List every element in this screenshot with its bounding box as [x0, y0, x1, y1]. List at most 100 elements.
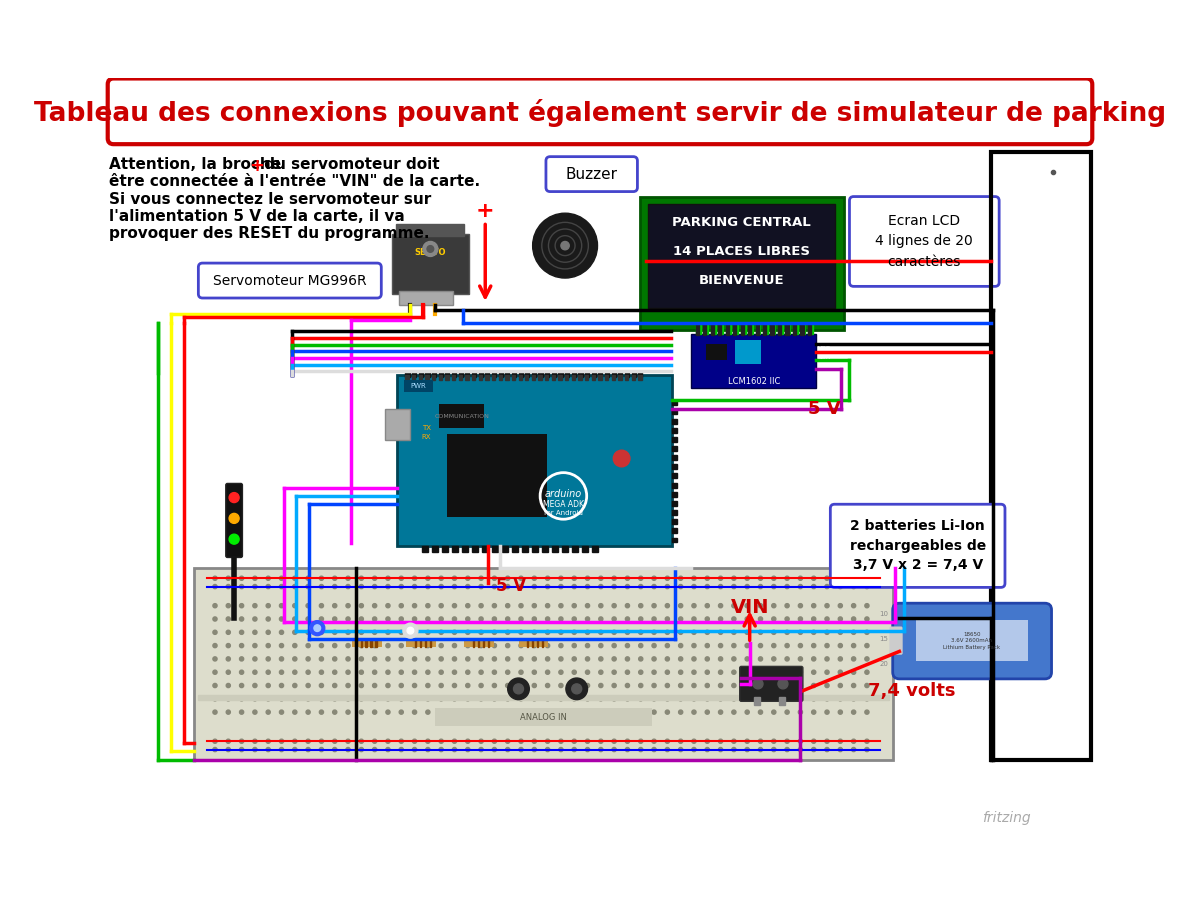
Circle shape — [572, 748, 576, 751]
Circle shape — [466, 576, 470, 580]
Bar — [612, 375, 614, 381]
Circle shape — [266, 644, 270, 647]
Circle shape — [240, 656, 244, 661]
Text: RX: RX — [421, 434, 431, 440]
Bar — [754, 697, 761, 705]
Circle shape — [227, 739, 230, 743]
Circle shape — [359, 739, 364, 743]
Circle shape — [824, 631, 829, 634]
Circle shape — [785, 604, 790, 608]
Circle shape — [852, 576, 856, 580]
FancyBboxPatch shape — [640, 196, 844, 329]
FancyBboxPatch shape — [850, 196, 1000, 287]
Circle shape — [319, 617, 324, 621]
Circle shape — [386, 683, 390, 688]
Circle shape — [240, 683, 244, 688]
FancyBboxPatch shape — [211, 589, 257, 614]
Circle shape — [798, 585, 803, 588]
Circle shape — [306, 585, 311, 588]
Circle shape — [227, 710, 230, 715]
Bar — [599, 372, 602, 377]
Text: TX: TX — [421, 425, 431, 431]
Circle shape — [572, 656, 576, 661]
Circle shape — [612, 631, 617, 634]
Circle shape — [214, 596, 226, 608]
Circle shape — [852, 748, 856, 751]
Circle shape — [665, 644, 670, 647]
Text: Attention, la broche: Attention, la broche — [109, 157, 287, 171]
Bar — [740, 324, 744, 335]
Circle shape — [692, 748, 696, 751]
Circle shape — [719, 748, 722, 751]
Circle shape — [505, 585, 510, 588]
FancyBboxPatch shape — [198, 263, 382, 298]
Circle shape — [625, 739, 630, 743]
Circle shape — [280, 739, 283, 743]
Bar — [478, 639, 480, 647]
Bar — [458, 372, 463, 377]
FancyBboxPatch shape — [734, 340, 761, 363]
Circle shape — [533, 617, 536, 621]
Circle shape — [227, 585, 230, 588]
Text: 14 PLACES LIBRES: 14 PLACES LIBRES — [673, 245, 810, 258]
Circle shape — [798, 710, 803, 715]
Bar — [710, 325, 715, 334]
Circle shape — [586, 697, 589, 701]
Circle shape — [332, 739, 337, 743]
Circle shape — [280, 576, 283, 580]
Circle shape — [638, 631, 643, 634]
Bar — [498, 375, 502, 381]
Circle shape — [865, 697, 869, 701]
Circle shape — [314, 625, 320, 632]
Circle shape — [372, 710, 377, 715]
Circle shape — [811, 710, 816, 715]
Bar — [445, 372, 450, 377]
Circle shape — [706, 739, 709, 743]
Bar — [218, 612, 222, 624]
Circle shape — [785, 748, 790, 751]
Circle shape — [452, 683, 456, 688]
Bar — [618, 372, 623, 377]
Bar — [672, 538, 677, 542]
Circle shape — [280, 697, 283, 701]
Circle shape — [758, 631, 762, 634]
Circle shape — [652, 683, 656, 688]
Circle shape — [706, 585, 709, 588]
Circle shape — [452, 656, 456, 661]
Circle shape — [865, 656, 869, 661]
Text: 5 V: 5 V — [808, 399, 840, 418]
Circle shape — [652, 644, 656, 647]
Circle shape — [559, 604, 563, 608]
Circle shape — [811, 576, 816, 580]
Bar — [786, 324, 788, 335]
Circle shape — [625, 604, 630, 608]
Text: SCL: SCL — [818, 363, 829, 368]
Circle shape — [413, 631, 416, 634]
Circle shape — [240, 670, 244, 674]
Circle shape — [413, 748, 416, 751]
Circle shape — [426, 748, 430, 751]
Bar — [638, 375, 642, 381]
Circle shape — [599, 585, 602, 588]
Circle shape — [652, 670, 656, 674]
Bar — [526, 372, 529, 377]
Circle shape — [505, 670, 510, 674]
Bar — [414, 639, 416, 647]
Circle shape — [852, 739, 856, 743]
Bar — [512, 375, 515, 381]
Bar — [770, 324, 774, 335]
Circle shape — [546, 576, 550, 580]
Circle shape — [253, 576, 257, 580]
Text: for Android: for Android — [544, 510, 583, 515]
Circle shape — [692, 710, 696, 715]
Circle shape — [479, 748, 484, 751]
Circle shape — [413, 576, 416, 580]
Circle shape — [452, 748, 456, 751]
Circle shape — [772, 644, 776, 647]
Circle shape — [599, 656, 602, 661]
Circle shape — [280, 683, 283, 688]
Circle shape — [413, 656, 416, 661]
Circle shape — [266, 617, 270, 621]
Bar — [696, 325, 701, 334]
Circle shape — [852, 656, 856, 661]
